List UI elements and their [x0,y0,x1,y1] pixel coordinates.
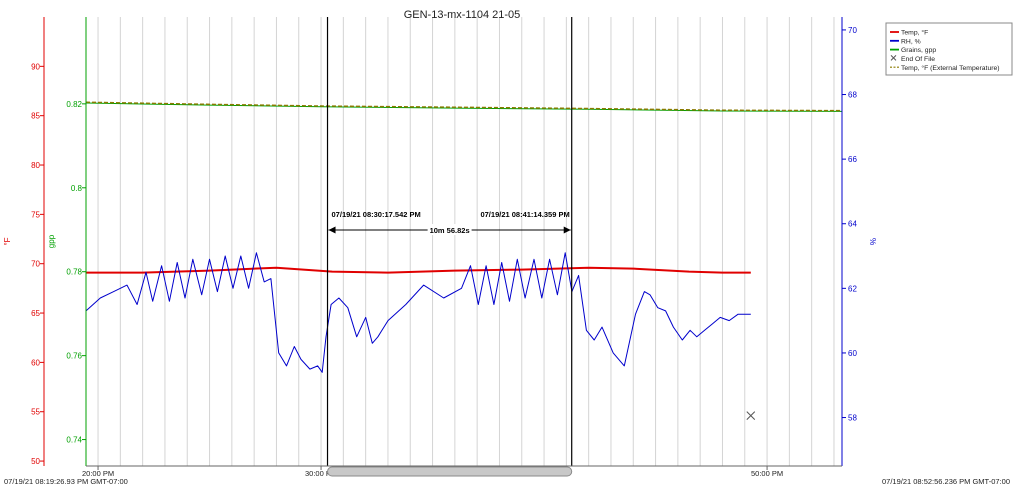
temp-tick-label: 50 [31,457,40,466]
grid-lines [97,17,835,466]
markers-layer[interactable]: 07/19/21 08:30:17.542 PM 07/19/21 08:41:1… [326,17,573,466]
series-line [86,266,751,274]
rh-tick-label: 66 [848,155,857,164]
temp-tick-label: 75 [31,210,40,219]
chart-title: GEN-13-mx-1104 21-05 [404,9,521,21]
series-line [85,102,843,112]
delta-arrow-left [328,226,336,234]
x-start-label: 07/19/21 08:19:26.93 PM GMT-07:00 [4,477,128,486]
temp-tick-label: 60 [31,358,40,367]
temp-tick-label: 80 [31,161,40,170]
series-line [85,101,843,112]
marker-b-label: 07/19/21 08:41:14.359 PM [480,210,569,219]
marker-a-label: 07/19/21 08:30:17.542 PM [332,210,421,219]
legend-label: Temp, °F [901,29,928,37]
rh-tick-label: 58 [848,414,857,423]
grains-axis-label: gpp [47,234,56,248]
time-scrollbar[interactable] [327,466,573,477]
rh-tick-label: 70 [848,26,857,35]
delta-label-bg [427,224,472,235]
x-tick-label: 20:00 PM [82,469,114,478]
temp-tick-label: 90 [31,62,40,71]
temp-tick-label: 85 [31,112,40,121]
rh-tick-label: 64 [848,220,857,229]
x-tick-label: 50:00 PM [751,469,783,478]
grains-tick-label: 0.76 [66,352,82,361]
axes-layer: 50 55 60 65 70 75 80 85 90 °F 0.74 0.76 0.78 0.8 0.82 g… [3,17,1010,486]
x-end-label: 07/19/21 08:52:56.236 PM GMT-07:00 [882,477,1010,486]
legend-label: End Of File [901,56,935,63]
grains-tick-label: 0.74 [66,436,82,445]
legend-label: Grains, gpp [901,47,936,54]
legend-label: Temp, °F (External Temperature) [901,64,1000,72]
temp-tick-label: 55 [31,408,40,417]
legend-box [885,22,1013,76]
delta-arrow-right [563,226,571,234]
rh-tick-label: 62 [848,284,857,293]
grains-tick-label: 0.8 [71,184,83,193]
legend-swatch-x [890,55,897,61]
temp-tick-label: 70 [31,260,40,269]
temp-axis-label: °F [3,237,12,245]
rh-tick-label: 68 [848,91,857,100]
rh-axis-label: % [869,238,878,245]
rh-tick-label: 60 [848,349,857,358]
grains-tick-label: 0.78 [66,268,82,277]
legend-label: RH, % [901,38,921,45]
legend: Temp, °FRH, % Grains, gpp End Of FileTemp,… [885,22,1013,76]
series-layer [85,101,843,420]
series-line [85,252,751,373]
x-tick-label: 30:00 PM [305,469,337,478]
scrollbar-thumb[interactable] [327,466,573,477]
temp-tick-label: 65 [31,309,40,318]
end-of-file-marker [746,411,756,420]
grains-tick-label: 0.82 [66,100,82,109]
delta-label: 10m 56.82s [430,226,470,235]
